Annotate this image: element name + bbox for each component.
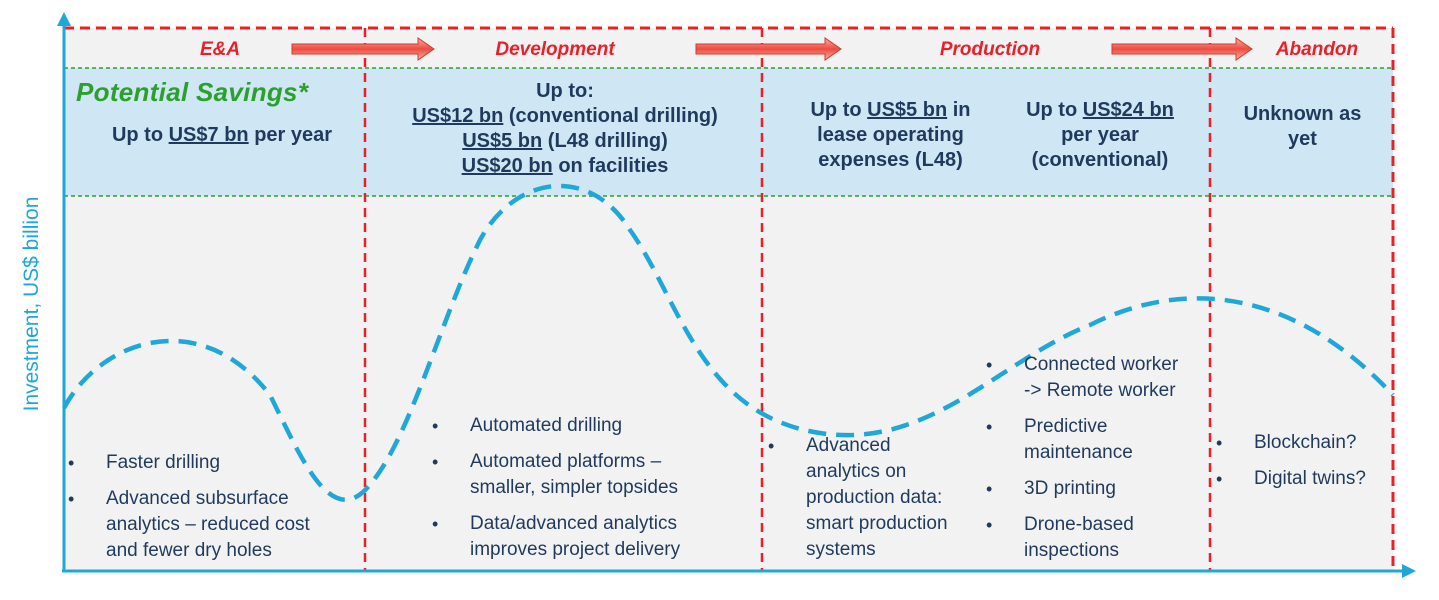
arrow-development-to-production bbox=[695, 37, 842, 61]
savings-abandon: Unknown as yet bbox=[1243, 103, 1362, 150]
phase-label-production: Production bbox=[939, 39, 1041, 60]
tech-item: Connected worker -> Remote worker bbox=[982, 352, 1207, 404]
phase-label-ea: E&A bbox=[199, 39, 241, 60]
tech-list-production-left: Advanced analytics on production data: s… bbox=[764, 433, 994, 563]
arrow-production-to-abandon bbox=[1111, 37, 1253, 61]
tech-item: Digital twins? bbox=[1212, 466, 1392, 492]
savings-production-conventional: Up to US$24 bn per year (conventional) bbox=[1026, 99, 1174, 171]
savings-ea: Up to US$7 bn per year bbox=[111, 124, 333, 146]
tech-item: Advanced analytics on production data: s… bbox=[764, 433, 994, 563]
tech-list-ea: Faster drilling Advanced subsurface anal… bbox=[64, 450, 364, 564]
tech-item: Advanced subsurface analytics – reduced … bbox=[64, 486, 364, 564]
arrow-ea-to-development bbox=[291, 37, 435, 61]
tech-item: Data/advanced analytics improves project… bbox=[428, 511, 758, 563]
x-axis-arrowhead bbox=[1402, 564, 1416, 578]
savings-band bbox=[64, 68, 1393, 196]
savings-production-l48: Up to US$5 bn in lease operating expense… bbox=[810, 99, 971, 171]
tech-item: Faster drilling bbox=[64, 450, 364, 476]
tech-item: Automated platforms – smaller, simpler t… bbox=[428, 449, 758, 501]
tech-item: Drone-based inspections bbox=[982, 512, 1207, 564]
tech-item: Blockchain? bbox=[1212, 430, 1392, 456]
savings-development: Up to: US$12 bn (conventional drilling) … bbox=[412, 80, 718, 177]
y-axis-label: Investment, US$ billion bbox=[20, 196, 43, 412]
tech-item: 3D printing bbox=[982, 476, 1207, 502]
tech-list-abandon: Blockchain? Digital twins? bbox=[1212, 430, 1392, 492]
investment-curve bbox=[62, 183, 1395, 502]
tech-list-development: Automated drilling Automated platforms –… bbox=[428, 413, 758, 563]
phase-label-development: Development bbox=[495, 39, 615, 60]
tech-item: Automated drilling bbox=[428, 413, 758, 439]
y-axis-arrowhead bbox=[57, 12, 71, 26]
phase-label-abandon: Abandon bbox=[1275, 39, 1359, 60]
tech-list-production-right: Connected worker -> Remote worker Predic… bbox=[982, 352, 1207, 564]
potential-savings-title: Potential Savings* bbox=[76, 77, 309, 107]
tech-item: Predictive maintenance bbox=[982, 414, 1207, 466]
